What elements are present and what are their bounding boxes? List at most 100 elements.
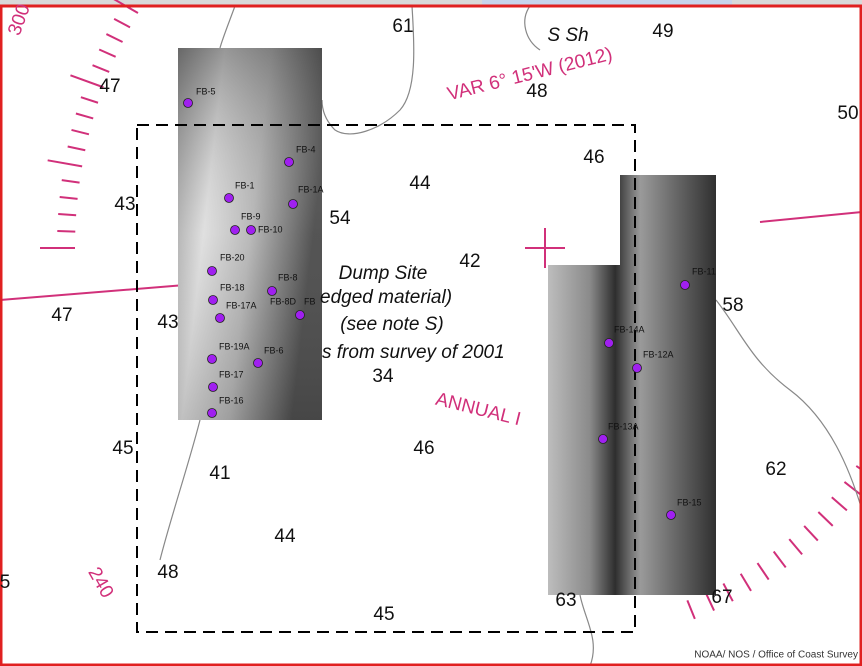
sounding: 42 (459, 251, 480, 272)
compass-tick (57, 231, 75, 232)
station-marker (209, 383, 218, 392)
station-label: FB-13A (608, 421, 639, 431)
station-label: FB-18 (220, 282, 245, 292)
station-label: FB (304, 296, 316, 306)
page: S Sh VAR 6° 15'W (2012) Dump Site edged … (0, 0, 862, 666)
survey-raster-right (548, 175, 716, 595)
compass-tick (844, 482, 860, 494)
sounding: 44 (274, 526, 296, 547)
bearing-label: 240 (83, 564, 117, 602)
compass-tick (774, 551, 786, 567)
station-label: FB-1A (298, 184, 324, 194)
sounding: 62 (765, 459, 786, 480)
compass-tick (71, 130, 88, 134)
sounding: 46 (413, 438, 434, 459)
station-marker (667, 511, 676, 520)
sounding: 41 (209, 463, 230, 484)
compass-tick (99, 50, 115, 57)
shoal-label: S Sh (547, 25, 588, 46)
station-marker (254, 359, 263, 368)
compass-tick (818, 512, 832, 526)
station-marker (268, 287, 277, 296)
station-label: FB-17 (219, 369, 244, 379)
station-marker (209, 296, 218, 305)
sounding: 48 (157, 562, 178, 583)
sounding: 49 (652, 21, 673, 42)
station-label: FB-11 (692, 266, 716, 276)
credit: NOAA/ NOS / Office of Coast Survey (694, 650, 858, 661)
compass-tick (58, 214, 76, 215)
survey-label: s from survey of 2001 (322, 342, 505, 363)
station-label: FB-4 (296, 144, 316, 154)
sounding: 43 (157, 312, 178, 333)
station-marker (225, 194, 234, 203)
station-label: FB-15 (677, 497, 702, 507)
station-marker (216, 314, 225, 323)
top-bar-field (482, 0, 732, 5)
compass-tick (70, 75, 103, 87)
sounding: 50 (837, 103, 858, 124)
station-marker (605, 339, 614, 348)
station-label: FB-19A (219, 341, 250, 351)
station-marker (208, 355, 217, 364)
sounding: 47 (51, 305, 72, 326)
station-label: FB-5 (196, 86, 216, 96)
sounding: 48 (526, 81, 547, 102)
station-label: FB-10 (258, 224, 283, 234)
compass-tick (76, 113, 93, 118)
annual-label: ANNUAL I (433, 389, 522, 430)
sounding: 58 (722, 295, 743, 316)
compass-tick (60, 197, 78, 199)
sounding: 34 (372, 366, 394, 387)
station-marker (289, 200, 298, 209)
station-marker (285, 158, 294, 167)
station-marker (208, 267, 217, 276)
station-marker (681, 281, 690, 290)
compass-tick (757, 563, 768, 580)
sounding: 5 (0, 572, 10, 593)
compass-tick (114, 19, 130, 27)
station-label: FB-8D (270, 296, 297, 306)
compass-tick (832, 497, 847, 510)
dump-site-label: Dump Site (339, 263, 428, 284)
compass-tick (106, 34, 122, 42)
station-marker (599, 435, 608, 444)
station-label: FB-16 (219, 395, 244, 405)
compass-tick (804, 526, 818, 541)
note-label: (see note S) (340, 314, 444, 335)
station-label: FB-14A (614, 324, 645, 334)
station-label: FB-9 (241, 211, 261, 221)
station-marker (231, 226, 240, 235)
dredged-label: edged material) (320, 287, 452, 308)
compass-tick (68, 147, 86, 151)
station-label: FB-17A (226, 300, 257, 310)
station-label: FB-6 (264, 345, 284, 355)
frame (1, 6, 861, 665)
sounding: 63 (555, 590, 576, 611)
station-label: FB-12A (643, 349, 674, 359)
sounding: 45 (112, 438, 133, 459)
sounding: 54 (329, 208, 351, 229)
sounding: 44 (409, 173, 431, 194)
compass-tick (62, 180, 80, 183)
nautical-chart: S Sh VAR 6° 15'W (2012) Dump Site edged … (0, 0, 862, 666)
sounding: 61 (392, 16, 413, 37)
compass-tick (789, 539, 802, 554)
station-label: FB-8 (278, 272, 298, 282)
compass-tick (687, 600, 694, 619)
station-marker (184, 99, 193, 108)
compass-tick (48, 160, 82, 166)
station-marker (208, 409, 217, 418)
sounding: 43 (114, 194, 135, 215)
station-marker (633, 364, 642, 373)
compass-tick (741, 574, 751, 591)
sounding: 67 (711, 587, 732, 608)
sounding: 47 (99, 76, 120, 97)
station-label: FB-20 (220, 252, 245, 262)
station-label: FB-1 (235, 180, 255, 190)
sounding: 45 (373, 604, 394, 625)
sounding: 46 (583, 147, 604, 168)
compass-tick (93, 65, 110, 72)
station-marker (296, 311, 305, 320)
station-marker (247, 226, 256, 235)
